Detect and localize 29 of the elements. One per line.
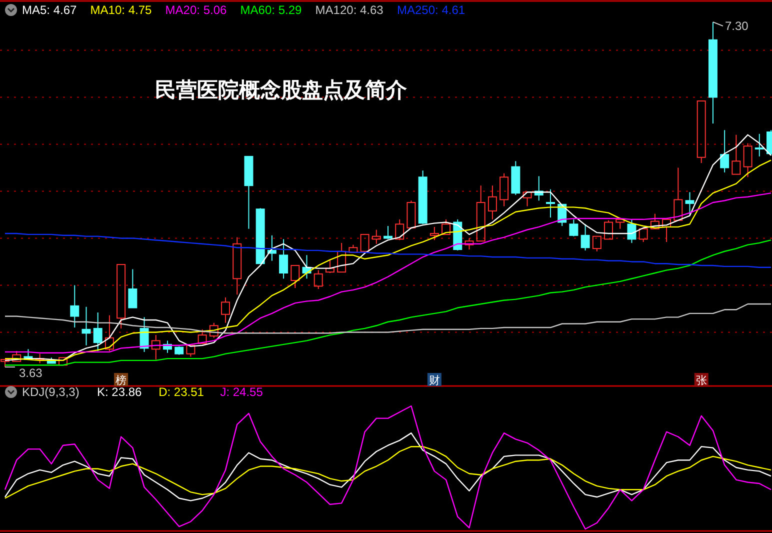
- candlestick: [372, 229, 381, 244]
- text: 榜: [116, 374, 127, 387]
- candlestick: [488, 185, 497, 220]
- candlestick: [708, 22, 718, 124]
- candlestick: [314, 270, 323, 290]
- candlestick: [580, 224, 590, 251]
- text: 民营医院概念股盘点及简介: [155, 78, 408, 102]
- text: K: 23.86: [97, 385, 142, 399]
- candlestick: [232, 236, 242, 296]
- chart-title: KDJ(9,3,3): [22, 385, 80, 399]
- text: MA120: 4.63: [315, 3, 384, 17]
- text: 张: [696, 374, 707, 387]
- text: MA5: 4.67: [22, 3, 78, 17]
- text: 财: [428, 374, 440, 387]
- candlestick: [720, 130, 730, 173]
- text: MA250: 4.61: [397, 3, 466, 17]
- text: MA10: 4.75: [90, 3, 152, 17]
- annotation: 3.63: [19, 366, 43, 380]
- text: MA60: 5.29: [240, 3, 302, 17]
- candlestick: [70, 284, 80, 328]
- text: MA20: 5.06: [165, 3, 227, 17]
- candlestick: [685, 192, 694, 216]
- candlestick: [546, 188, 555, 218]
- candlestick: [82, 306, 91, 346]
- annotation: 7.30: [724, 19, 749, 33]
- candlestick: [754, 133, 764, 157]
- series-label: J: 24.55: [220, 385, 264, 399]
- candlestick: [267, 234, 276, 262]
- text: D: 23.51: [158, 385, 204, 399]
